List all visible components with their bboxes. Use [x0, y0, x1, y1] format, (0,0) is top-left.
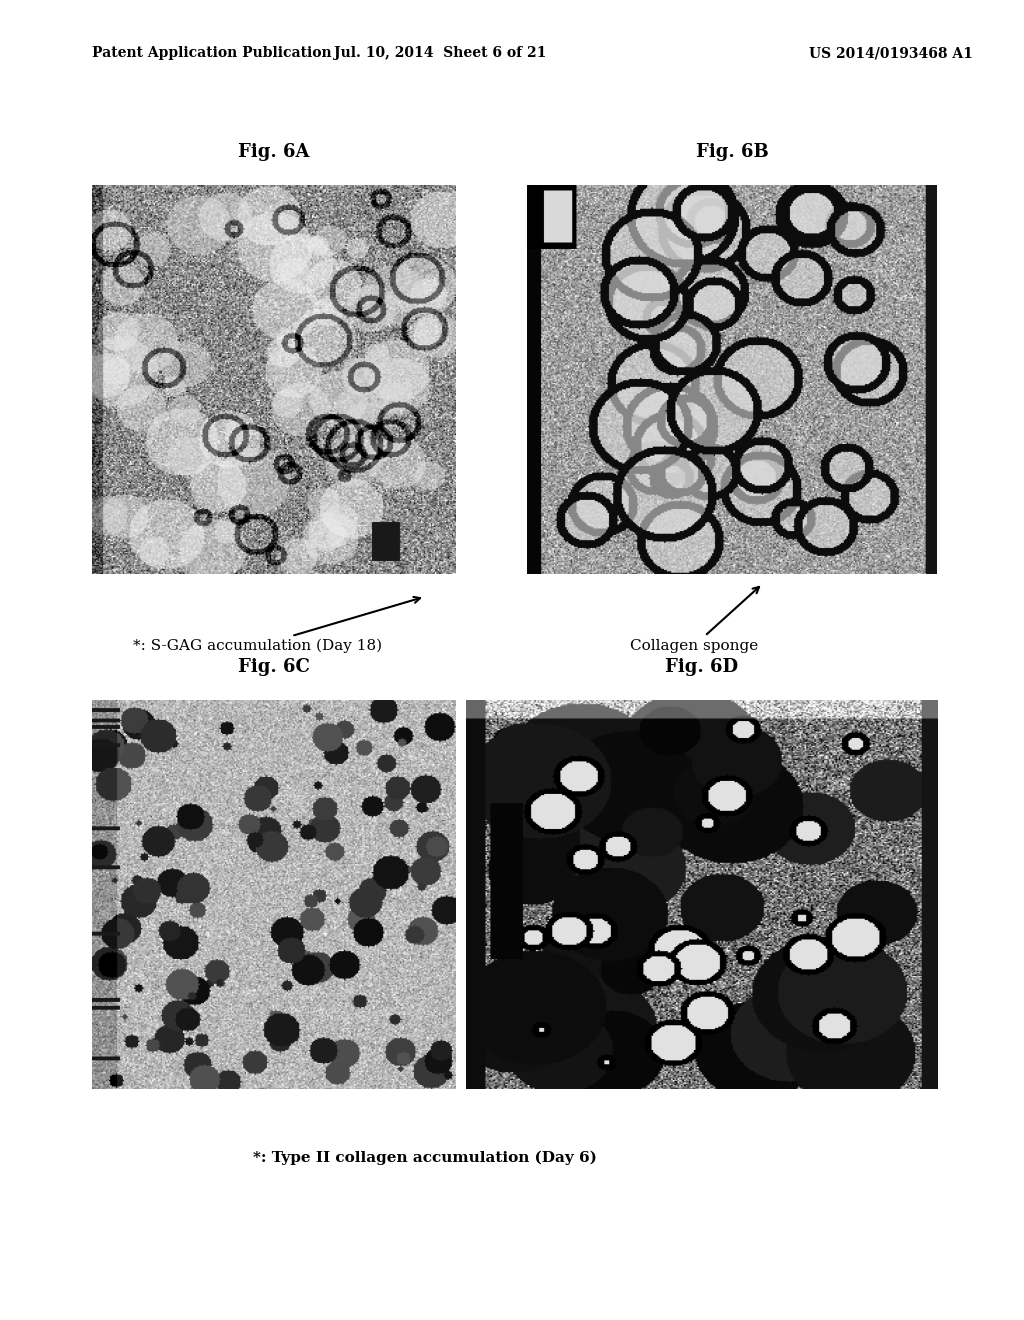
- Text: *: Type II collagen accumulation (Day 6): *: Type II collagen accumulation (Day 6): [253, 1151, 597, 1166]
- Text: Fig. 6C: Fig. 6C: [238, 659, 310, 676]
- Text: Fig. 6A: Fig. 6A: [239, 144, 309, 161]
- Text: US 2014/0193468 A1: US 2014/0193468 A1: [809, 46, 973, 61]
- Text: Collagen sponge: Collagen sponge: [630, 587, 759, 653]
- Text: Jul. 10, 2014  Sheet 6 of 21: Jul. 10, 2014 Sheet 6 of 21: [334, 46, 547, 61]
- Text: Patent Application Publication: Patent Application Publication: [92, 46, 332, 61]
- Text: Fig. 6B: Fig. 6B: [695, 144, 769, 161]
- Text: *: S-GAG accumulation (Day 18): *: S-GAG accumulation (Day 18): [133, 597, 420, 653]
- Text: Fig. 6D: Fig. 6D: [665, 659, 738, 676]
